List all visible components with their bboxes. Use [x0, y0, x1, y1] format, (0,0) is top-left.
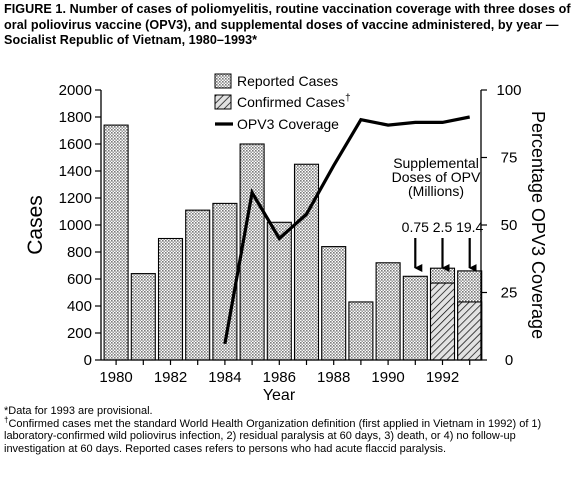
x-tick-label-1982: 1982 [154, 369, 187, 386]
bar-reported-1981 [130, 273, 156, 361]
figure-title-text: Number of cases of poliomyelitis, routin… [4, 2, 571, 47]
bar-confirmed-1993 [457, 301, 483, 361]
y-tick-label-2000: 2000 [59, 82, 92, 99]
y-tick-label-1600: 1600 [59, 136, 92, 153]
x-tick-label-1980: 1980 [99, 369, 132, 386]
y-tick-label-200: 200 [67, 325, 92, 342]
x-axis-title: Year [263, 387, 296, 404]
y-tick-label-800: 800 [67, 244, 92, 261]
y2-tick-label-0: 0 [505, 352, 513, 369]
x-tick-label-1990: 1990 [371, 369, 404, 386]
annotation-title-line-1: Supplemental [393, 155, 479, 171]
dose-label-1991: 0.75 [402, 219, 429, 235]
bar-reported-1990 [375, 262, 401, 361]
y-tick-label-1400: 1400 [59, 163, 92, 180]
bar-reported-1986 [266, 221, 292, 361]
bar-reported-1985 [239, 143, 265, 361]
y-tick-label-600: 600 [67, 271, 92, 288]
legend-swatch-reported [214, 73, 232, 89]
y-axis-title: Cases [24, 195, 47, 255]
footnote-confirmed: †Confirmed cases met the standard World … [4, 414, 576, 456]
dose-label-1993: 19.4 [456, 219, 483, 235]
bar-reported-1982 [157, 237, 184, 361]
annotation-title-line-2: Doses of OPV [392, 169, 481, 185]
footnote-dagger: † [4, 414, 9, 424]
legend-label-reported: Reported Cases [237, 73, 338, 89]
figure-label: FIGURE 1. [4, 2, 67, 16]
dose-label-1992: 2.5 [433, 219, 453, 235]
bar-reported-1983 [185, 209, 211, 361]
bar-reported-1987 [293, 163, 320, 361]
bar-reported-1991 [402, 275, 428, 361]
legend-swatch-confirmed [214, 94, 232, 110]
figure-title: FIGURE 1. Number of cases of poliomyelit… [4, 2, 572, 49]
bar-reported-1988 [321, 246, 347, 361]
legend-label-opv3: OPV3 Coverage [237, 116, 339, 132]
legend-label-confirmed: Confirmed Cases† [237, 93, 351, 110]
legend-dagger: † [345, 93, 351, 104]
y-tick-label-1000: 1000 [59, 217, 92, 234]
y2-tick-label-50: 50 [501, 217, 518, 234]
annotation-title-line-3: (Millions) [408, 183, 464, 199]
y2-tick-label-100: 100 [496, 82, 521, 99]
bar-confirmed-1992 [429, 282, 456, 361]
footnote-confirmed-text: Confirmed cases met the standard World H… [4, 417, 542, 455]
x-tick-label-1986: 1986 [263, 369, 296, 386]
y-tick-label-0: 0 [84, 352, 92, 369]
y-tick-label-1800: 1800 [59, 109, 92, 126]
footnote-provisional: *Data for 1993 are provisional. [4, 405, 153, 417]
y-tick-label-400: 400 [67, 298, 92, 315]
polio-chart: 0 200 400 600 800 1000 1200 1400 1600 1800 2000 0 25… [24, 73, 548, 404]
x-tick-label-1984: 1984 [208, 369, 241, 386]
x-tick-label-1992: 1992 [426, 369, 459, 386]
bar-reported-1989 [348, 301, 374, 361]
y2-axis-title: Percentage OPV3 Coverage [528, 111, 548, 339]
y-tick-label-1200: 1200 [59, 190, 92, 207]
opv3-coverage-line [223, 115, 471, 345]
x-tick-label-1988: 1988 [317, 369, 350, 386]
y2-tick-label-25: 25 [501, 285, 518, 302]
footnotes: *Data for 1993 are provisional. †Confirm… [4, 405, 576, 455]
y2-tick-label-75: 75 [501, 150, 518, 167]
bar-reported-1980 [103, 124, 129, 361]
